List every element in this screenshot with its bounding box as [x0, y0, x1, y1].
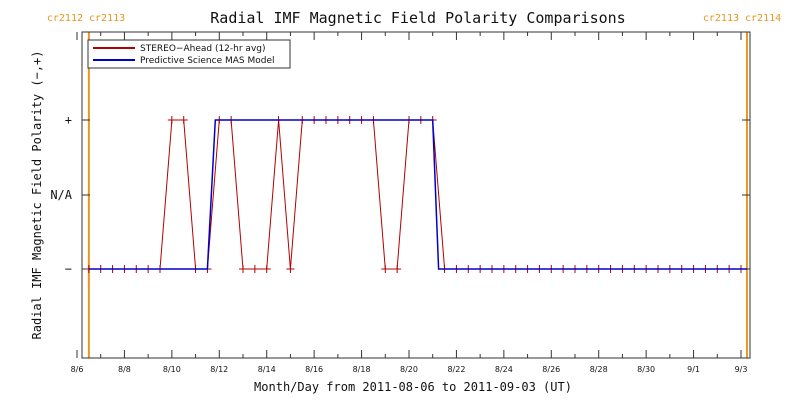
x-tick-label: 9/1 — [687, 365, 700, 374]
x-tick-label: 8/10 — [163, 365, 181, 374]
y-axis-label: Radial IMF Magnetic Field Polarity (−,+) — [30, 51, 44, 340]
data-point-marker — [250, 265, 259, 273]
chart-title: Radial IMF Magnetic Field Polarity Compa… — [210, 9, 625, 27]
data-point-marker — [381, 265, 390, 273]
x-tick-label: 8/16 — [305, 365, 323, 374]
data-point-marker — [167, 116, 176, 124]
data-point-marker — [262, 265, 271, 273]
x-tick-label: 8/30 — [637, 365, 655, 374]
series-line-mas-model — [88, 119, 747, 270]
data-point-marker — [286, 265, 295, 273]
x-axis-label: Month/Day from 2011-08-06 to 2011-09-03 … — [254, 380, 572, 394]
legend-label-stereo: STEREO−Ahead (12-hr avg) — [140, 44, 266, 54]
x-tick-label: 8/20 — [400, 365, 418, 374]
x-tick-label: 9/3 — [735, 365, 748, 374]
legend-label-mas-model: Predictive Science MAS Model — [140, 56, 275, 66]
data-point-marker — [239, 265, 247, 273]
series-line-stereo — [88, 119, 741, 270]
data-point-marker — [393, 265, 402, 273]
x-tick-label: 8/26 — [542, 365, 560, 374]
y-tick-label: − — [65, 262, 72, 276]
y-tick-label: + — [65, 113, 72, 127]
x-tick-label: 8/24 — [495, 365, 513, 374]
x-tick-label: 8/28 — [590, 365, 608, 374]
x-tick-label: 8/22 — [447, 365, 465, 374]
x-tick-label: 8/8 — [118, 365, 131, 374]
carrington-marker-label: cr2113 cr2114 — [703, 13, 781, 24]
legend: STEREO−Ahead (12-hr avg) Predictive Scie… — [87, 39, 291, 69]
x-tick-label: 8/12 — [210, 365, 228, 374]
plot-frame — [81, 31, 751, 359]
x-tick-label: 8/6 — [71, 365, 84, 374]
y-tick-label: N/A — [50, 188, 72, 202]
data-point-marker — [179, 116, 188, 124]
x-tick-label: 8/14 — [258, 365, 276, 374]
x-tick-label: 8/18 — [353, 365, 371, 374]
carrington-marker-label: cr2112 cr2113 — [47, 13, 125, 24]
legend-box — [87, 39, 291, 69]
